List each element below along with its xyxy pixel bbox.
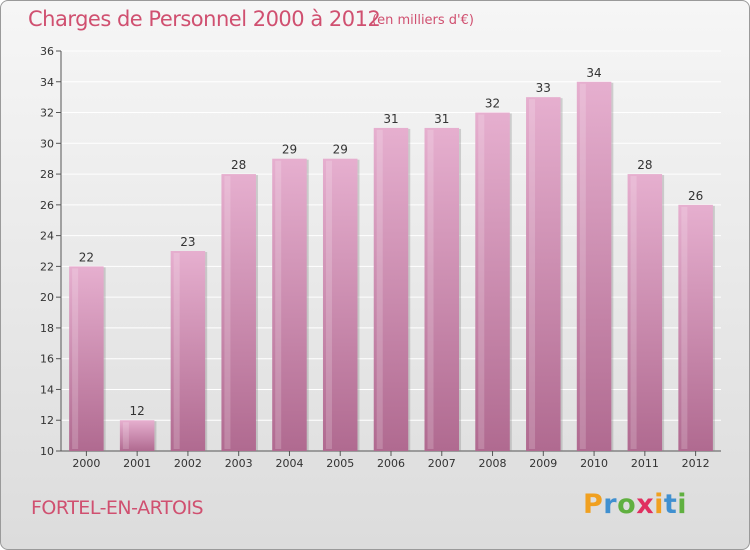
x-tick-label: 2002 bbox=[174, 457, 202, 470]
tick-labels: 10 12 14 16 18 20 22 24 26 28 30 32 34 36 2000 2001 2002… bbox=[40, 45, 710, 470]
y-tick-label: 14 bbox=[40, 383, 54, 396]
x-tick-label: 2000 bbox=[72, 457, 100, 470]
y-tick-label: 34 bbox=[40, 76, 54, 89]
logo-letter: t bbox=[663, 489, 678, 520]
bar bbox=[119, 420, 155, 451]
proxiti-logo[interactable]: Proxiti bbox=[583, 489, 687, 520]
y-tick-label: 30 bbox=[40, 137, 54, 150]
data-label: 33 bbox=[536, 81, 551, 95]
logo-letter: o bbox=[617, 489, 637, 520]
commune-name: FORTEL-EN-ARTOIS bbox=[31, 497, 204, 519]
bar-highlight bbox=[122, 422, 129, 449]
x-tick-label: 2012 bbox=[682, 457, 710, 470]
bar bbox=[170, 251, 206, 451]
x-tick-label: 2006 bbox=[377, 457, 405, 470]
y-tick-label: 32 bbox=[40, 107, 54, 120]
bar-highlight bbox=[275, 160, 282, 449]
data-label: 31 bbox=[434, 112, 449, 126]
bar bbox=[322, 158, 358, 451]
x-tick-label: 2004 bbox=[275, 457, 303, 470]
logo-letter: r bbox=[603, 489, 618, 520]
bar-highlight bbox=[427, 129, 434, 449]
data-label: 34 bbox=[586, 66, 601, 80]
bar-highlight bbox=[72, 268, 79, 449]
data-label: 23 bbox=[180, 235, 195, 249]
bar bbox=[373, 127, 409, 451]
bar-highlight bbox=[529, 99, 536, 450]
x-tick-label: 2009 bbox=[529, 457, 557, 470]
data-label: 32 bbox=[485, 97, 500, 111]
bar bbox=[678, 204, 713, 451]
data-label: 28 bbox=[637, 158, 652, 172]
bar-highlight bbox=[630, 176, 637, 450]
y-tick-label: 36 bbox=[40, 45, 54, 58]
data-label: 12 bbox=[130, 404, 145, 418]
x-tick-label: 2011 bbox=[631, 457, 659, 470]
y-tick-label: 20 bbox=[40, 291, 54, 304]
x-tick-label: 2005 bbox=[326, 457, 354, 470]
y-tick-label: 16 bbox=[40, 353, 54, 366]
bars bbox=[69, 81, 715, 452]
y-tick-label: 22 bbox=[40, 260, 54, 273]
x-tick-label: 2007 bbox=[428, 457, 456, 470]
data-label: 22 bbox=[79, 250, 94, 264]
x-tick-label: 2008 bbox=[479, 457, 507, 470]
bar bbox=[475, 112, 510, 452]
data-labels: 22 12 23 28 29 29 31 31 32 33 34 28 26 bbox=[79, 66, 704, 418]
data-label: 31 bbox=[383, 112, 398, 126]
bar-highlight bbox=[325, 160, 332, 449]
bar-highlight bbox=[579, 83, 586, 450]
y-tick-label: 18 bbox=[40, 322, 54, 335]
logo-letter: P bbox=[583, 489, 604, 520]
logo-letter: i bbox=[654, 489, 664, 520]
bar bbox=[69, 266, 104, 451]
data-label: 28 bbox=[231, 158, 246, 172]
y-tick-label: 10 bbox=[40, 445, 54, 458]
y-tick-label: 26 bbox=[40, 199, 54, 212]
bar bbox=[424, 127, 460, 451]
bar-highlight bbox=[681, 206, 688, 449]
bar-highlight bbox=[224, 176, 231, 450]
bar bbox=[272, 158, 307, 451]
bar-highlight bbox=[173, 253, 180, 449]
bar-highlight bbox=[478, 114, 485, 450]
bar bbox=[576, 81, 612, 452]
y-tick-label: 24 bbox=[40, 230, 54, 243]
y-tick-label: 12 bbox=[40, 414, 54, 427]
chart-title: Charges de Personnel 2000 à 2012 bbox=[28, 7, 381, 31]
y-tick-label: 28 bbox=[40, 168, 54, 181]
x-tick-label: 2010 bbox=[580, 457, 608, 470]
data-label: 29 bbox=[333, 143, 348, 157]
logo-letter: i bbox=[677, 489, 688, 520]
data-label: 26 bbox=[688, 189, 703, 203]
bar bbox=[526, 97, 561, 452]
data-label: 29 bbox=[282, 143, 297, 157]
x-tick-label: 2001 bbox=[123, 457, 151, 470]
x-tick-label: 2003 bbox=[225, 457, 253, 470]
bar bbox=[627, 174, 663, 452]
logo-letter: x bbox=[636, 489, 655, 520]
bar-highlight bbox=[376, 129, 383, 449]
chart-subtitle: (en milliers d'€) bbox=[372, 13, 474, 28]
bar bbox=[221, 174, 256, 452]
